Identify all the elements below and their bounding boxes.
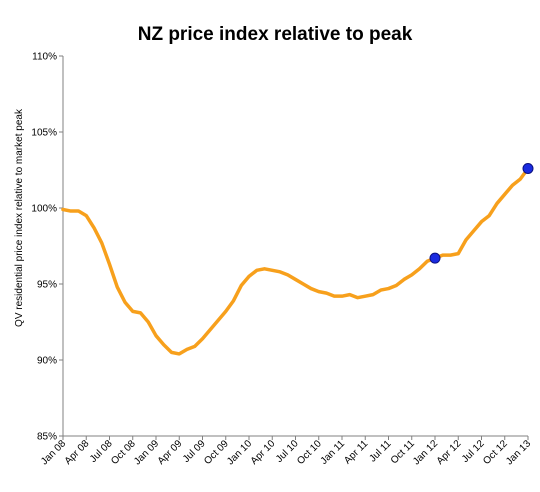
- data-point-marker: [522, 162, 534, 174]
- y-tick-label: 100%: [31, 204, 57, 215]
- x-tick-label: Jan 09: [132, 438, 161, 467]
- x-tick-label: Jan 11: [319, 438, 348, 467]
- y-tick-label: 90%: [37, 356, 57, 367]
- x-tick-label: Jan 10: [225, 438, 254, 467]
- x-tick-label: Apr 12: [435, 438, 464, 467]
- chart-title: NZ price index relative to peak: [138, 24, 413, 45]
- data-point-marker: [429, 252, 441, 264]
- x-tick-label: Oct 10: [295, 438, 324, 467]
- y-tick-label: 85%: [37, 432, 57, 443]
- y-tick-label: 110%: [32, 52, 57, 63]
- x-tick-label: Apr 09: [156, 438, 185, 467]
- axes: [62, 56, 528, 437]
- y-axis-title: QV residential price index relative to m…: [14, 108, 25, 327]
- series-line: [61, 166, 530, 356]
- y-ticks: 85% 90% 95% 100% 105% 110%: [31, 52, 63, 443]
- x-tick-label: Jan 13: [504, 438, 533, 467]
- markers-layer: [429, 162, 534, 264]
- series-layer: [61, 166, 530, 356]
- x-tick-label: Apr 10: [249, 438, 278, 467]
- x-tick-label: Apr 08: [63, 438, 92, 467]
- x-tick-label: Jan 12: [411, 438, 440, 467]
- y-tick-label: 95%: [37, 280, 57, 291]
- y-tick-label: 105%: [31, 128, 57, 139]
- x-tick-label: Apr 11: [342, 438, 370, 466]
